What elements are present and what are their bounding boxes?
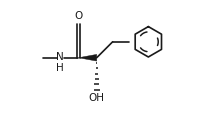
Text: H: H — [56, 63, 64, 73]
Text: OH: OH — [89, 93, 105, 103]
Polygon shape — [79, 54, 97, 61]
Text: N: N — [56, 52, 64, 62]
Text: O: O — [74, 11, 83, 20]
